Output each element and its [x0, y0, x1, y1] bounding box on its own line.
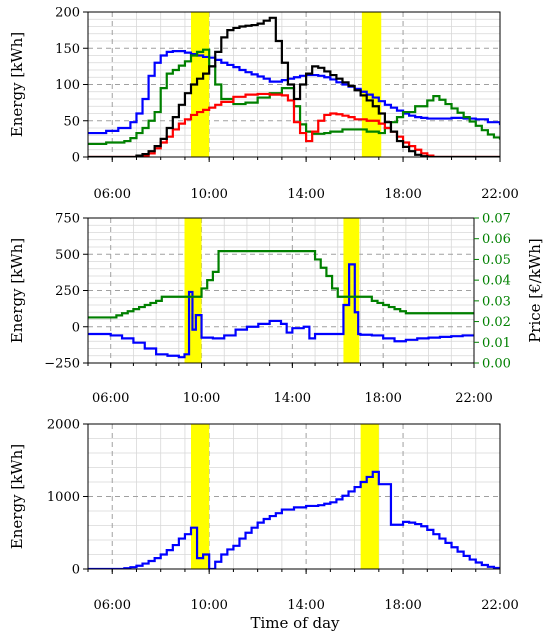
x-tick-label: 10:00	[190, 187, 227, 202]
x-tick-label: 06:00	[92, 391, 129, 406]
y-axis-label: Energy [kWh]	[8, 444, 26, 549]
series-line	[88, 16, 500, 157]
y2-tick-label: 0.06	[482, 232, 511, 247]
y-axis-label: Energy [kWh]	[8, 32, 26, 137]
y-tick-label: 50	[63, 114, 80, 129]
series-line	[88, 250, 474, 319]
panel-bottom-energy: 06:00 10:00 14:00 18:00 22:00 0 1000 2000 Energy…	[8, 418, 519, 614]
x-tick-label: 06:00	[94, 598, 131, 613]
y2-tick-label: 0.01	[482, 336, 511, 351]
x-tick-label: 14:00	[287, 598, 324, 613]
x-tick-label: 22:00	[481, 598, 518, 613]
y2-tick-label: 0.05	[482, 253, 511, 268]
highlight-band	[360, 424, 379, 569]
y-tick-label: −250	[44, 357, 80, 372]
highlight-band	[191, 424, 210, 569]
x-tick-label: 18:00	[364, 391, 401, 406]
y-tick-label: 0	[72, 563, 80, 578]
y-tick-label: 500	[55, 248, 80, 263]
panel-top-energy: 06:00 10:00 14:00 18:00 22:00 0 50 100 150 200 Ene…	[8, 6, 519, 203]
x-axis-label: Time of day	[250, 614, 340, 632]
y-tick-label: 150	[55, 42, 80, 57]
y-tick-label: 1000	[47, 490, 80, 505]
highlight-band	[343, 218, 360, 363]
series-line	[88, 470, 500, 569]
series-line	[88, 92, 500, 157]
series-line	[88, 48, 500, 146]
x-tick-label: 22:00	[455, 391, 492, 406]
y-tick-label: 200	[55, 6, 80, 21]
y-tick-label: 750	[55, 212, 80, 227]
y2-tick-label: 0.02	[482, 315, 511, 330]
y-tick-label: 2000	[47, 418, 80, 433]
y-tick-label: 0	[72, 151, 80, 166]
x-tick-label: 18:00	[384, 187, 421, 202]
y-tick-label: 0	[72, 320, 80, 335]
y2-tick-label: 0.07	[482, 212, 511, 227]
y-tick-label: 100	[55, 78, 80, 93]
x-tick-label: 14:00	[287, 187, 324, 202]
x-tick-label: 22:00	[481, 187, 518, 202]
x-tick-label: 10:00	[190, 598, 227, 613]
y2-tick-label: 0.00	[482, 357, 511, 372]
panel-middle-energy-price: 06:00 10:00 14:00 18:00 22:00 −250 0 250 500 750 E…	[8, 212, 544, 407]
x-tick-label: 18:00	[384, 598, 421, 613]
series-line	[88, 263, 474, 359]
x-tick-label: 06:00	[94, 187, 131, 202]
x-tick-label: 14:00	[274, 391, 311, 406]
plot-frame	[87, 423, 501, 570]
y-axis-label: Energy [kWh]	[8, 238, 26, 343]
highlight-band	[184, 218, 202, 363]
highlight-band	[191, 12, 210, 157]
y2-tick-label: 0.04	[482, 274, 511, 289]
y2-tick-label: 0.03	[482, 294, 511, 309]
y2-axis-label: Price [€/kWh]	[526, 238, 544, 343]
highlight-band	[361, 12, 382, 157]
x-tick-label: 10:00	[183, 391, 220, 406]
y-tick-label: 250	[55, 284, 80, 299]
